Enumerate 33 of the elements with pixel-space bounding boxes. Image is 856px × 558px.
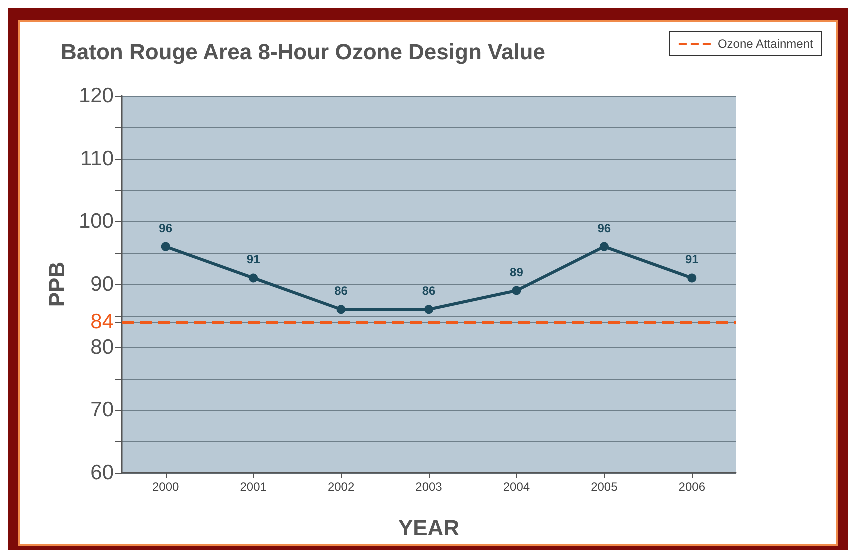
x-tick-label: 2000 [152, 480, 180, 494]
y-tick-label: 84 [90, 310, 114, 334]
y-tick-label: 60 [90, 462, 114, 484]
legend-label: Ozone Attainment [718, 37, 814, 51]
data-label: 91 [246, 252, 261, 267]
data-label: 91 [685, 252, 700, 267]
x-tick-label: 2003 [416, 480, 443, 494]
y-tick-label: 90 [90, 273, 114, 296]
point [424, 305, 434, 314]
x-tick-label: 2001 [240, 480, 268, 494]
y-tick-label: 80 [90, 336, 114, 359]
y-tick-label: 70 [90, 398, 114, 422]
y-tick-label: 120 [78, 84, 114, 108]
point [249, 274, 258, 283]
point [336, 305, 346, 314]
point [161, 242, 170, 252]
x-tick-label: 2002 [328, 480, 355, 494]
x-tick-label: 2005 [591, 480, 618, 494]
y-tick-label: 100 [78, 210, 114, 234]
data-label: 86 [422, 284, 436, 298]
x-tick-label: 2004 [503, 480, 530, 494]
y-tick-label: 110 [80, 147, 114, 170]
point [688, 274, 697, 283]
y-axis-title: PPB [44, 262, 70, 308]
point [512, 286, 522, 296]
data-label: 89 [510, 265, 524, 280]
data-label: 96 [598, 221, 612, 236]
point [600, 242, 609, 252]
x-tick-label: 2006 [678, 480, 706, 494]
data-label: 96 [159, 221, 173, 236]
data-label: 86 [334, 284, 348, 298]
x-axis-title: YEAR [398, 516, 460, 540]
chart-title: Baton Rouge Area 8-Hour Ozone Design Value [61, 40, 546, 64]
